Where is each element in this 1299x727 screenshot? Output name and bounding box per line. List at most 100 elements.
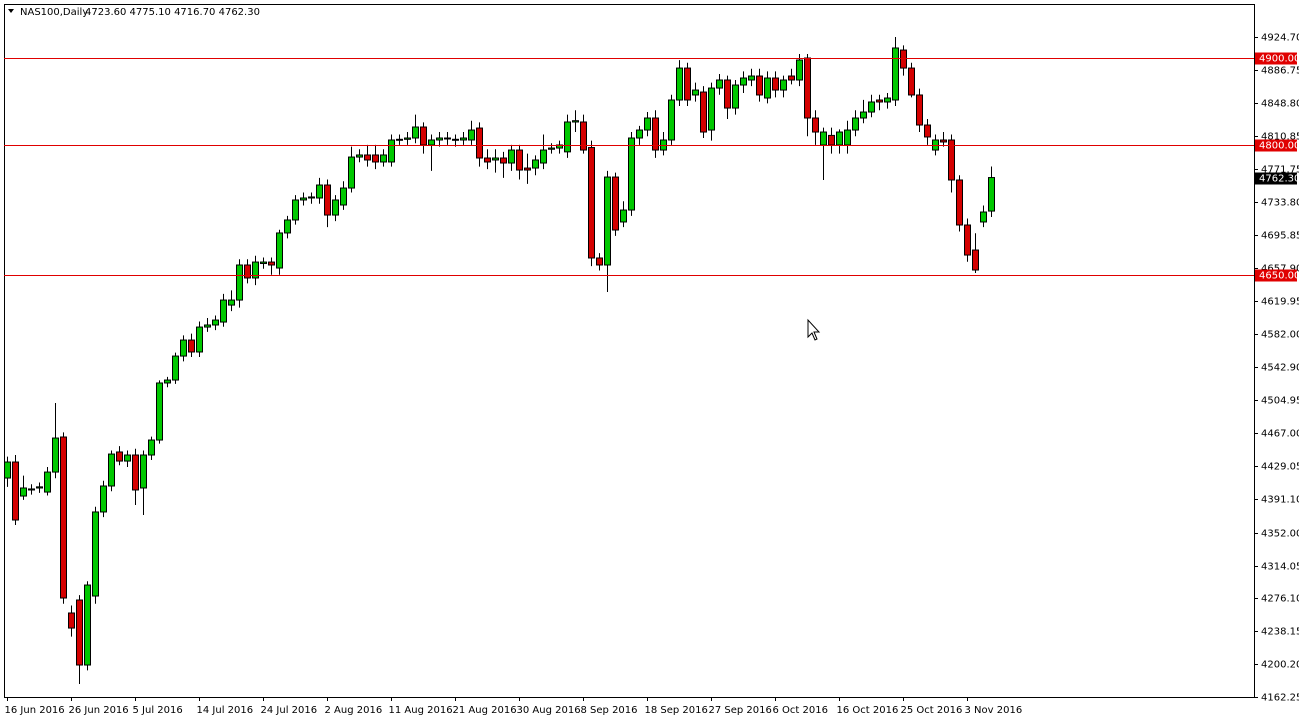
candle-body: [420, 126, 427, 146]
y-tick-label: 4542.90: [1261, 363, 1299, 374]
candle-body: [516, 149, 523, 171]
candle-body: [764, 77, 771, 99]
candle-body: [4, 461, 11, 479]
candle-body: [372, 154, 379, 163]
candle-body: [964, 224, 971, 256]
candle-body: [876, 99, 883, 103]
y-tick-label: 4771.75: [1261, 165, 1299, 176]
candle-body: [228, 299, 235, 306]
candle-body: [644, 117, 651, 131]
candle-body: [76, 599, 83, 666]
candle-body: [460, 137, 467, 141]
candle-body: [236, 264, 243, 301]
candle-body: [780, 79, 787, 91]
candle-body: [324, 184, 331, 216]
candle-body: [60, 436, 67, 599]
candle-body: [300, 197, 307, 201]
y-tick-label: 4810.85: [1261, 132, 1299, 143]
candle-body: [756, 75, 763, 96]
candle-body: [732, 84, 739, 109]
x-tick-label: 8 Sep 2016: [581, 705, 638, 716]
candle-body: [884, 97, 891, 103]
candle-body: [340, 187, 347, 206]
x-tick-label: 6 Oct 2016: [773, 705, 828, 716]
candle-body: [636, 129, 643, 139]
candle-body: [500, 157, 507, 164]
candle-body: [668, 99, 675, 141]
current-price-bg: [1255, 172, 1297, 185]
candle-body: [268, 261, 275, 266]
y-tick-label: 4886.75: [1261, 66, 1299, 77]
level-label-bg: [1255, 52, 1297, 65]
current-price-label: 4762.30: [1259, 174, 1299, 185]
x-tick-label: 26 Jun 2016: [69, 705, 129, 716]
plot-frame: [4, 4, 1255, 698]
candle-body: [196, 326, 203, 353]
candle-body: [116, 451, 123, 462]
candle-body: [108, 453, 115, 487]
candle-body: [292, 199, 299, 221]
mouse-cursor: [807, 318, 821, 341]
candle-body: [44, 471, 51, 493]
y-tick-label: 4467.00: [1261, 429, 1299, 440]
x-tick-label: 25 Oct 2016: [901, 705, 963, 716]
candle-body: [204, 324, 211, 328]
level-label-bg: [1255, 269, 1297, 282]
y-tick-label: 4200.20: [1261, 660, 1299, 671]
candle-body: [348, 156, 355, 189]
y-tick-label: 4162.25: [1261, 693, 1299, 704]
x-tick-label: 5 Jul 2016: [133, 705, 183, 716]
candle-body: [564, 121, 571, 153]
y-tick-label: 4276.10: [1261, 594, 1299, 605]
candle-body: [124, 454, 131, 462]
candle-body: [548, 147, 555, 150]
candle-body: [172, 355, 179, 381]
candle-body: [188, 339, 195, 353]
x-tick-label: 14 Jul 2016: [197, 705, 254, 716]
x-tick-label: 16 Oct 2016: [837, 705, 899, 716]
candle-body: [212, 319, 219, 326]
level-label: 4650.00: [1259, 271, 1299, 282]
candle-body: [260, 261, 267, 265]
y-tick-label: 4314.05: [1261, 562, 1299, 573]
candle-body: [988, 177, 995, 212]
candle-body: [860, 111, 867, 119]
candle-body: [572, 120, 579, 123]
candle-body: [28, 488, 35, 491]
candle-body: [412, 126, 419, 139]
y-tick-label: 4619.95: [1261, 297, 1299, 308]
candle-body: [12, 461, 19, 521]
candle-body: [492, 157, 499, 161]
y-tick-label: 4848.80: [1261, 99, 1299, 110]
candle-body: [540, 149, 547, 164]
candle-body: [52, 437, 59, 473]
y-tick-label: 4733.80: [1261, 198, 1299, 209]
candle-body: [388, 139, 395, 163]
candle-body: [820, 131, 827, 146]
candle-body: [628, 137, 635, 211]
candle-body: [740, 77, 747, 86]
y-tick-label: 4391.10: [1261, 495, 1299, 506]
candle-body: [380, 154, 387, 163]
x-tick-label: 27 Sep 2016: [709, 705, 772, 716]
candle-body: [436, 137, 443, 141]
candle-body: [596, 257, 603, 266]
candle-body: [724, 79, 731, 109]
candle-body: [484, 157, 491, 163]
candle-body: [684, 67, 691, 101]
candle-body: [612, 176, 619, 231]
level-label: 4900.00: [1259, 54, 1299, 65]
candle-body: [396, 138, 403, 141]
x-tick-label: 2 Aug 2016: [325, 705, 383, 716]
x-tick-label: 24 Jul 2016: [261, 705, 318, 716]
candle-body: [284, 219, 291, 234]
candle-body: [748, 75, 755, 81]
candle-body: [532, 159, 539, 169]
y-tick-label: 4238.15: [1261, 627, 1299, 638]
x-tick-label: 18 Sep 2016: [645, 705, 708, 716]
candle-body: [948, 139, 955, 181]
candle-body: [132, 454, 139, 491]
y-tick-label: 4582.00: [1261, 330, 1299, 341]
menu-arrow[interactable]: [8, 9, 14, 13]
ohlc-label: 4723.60 4775.10 4716.70 4762.30: [85, 7, 260, 18]
